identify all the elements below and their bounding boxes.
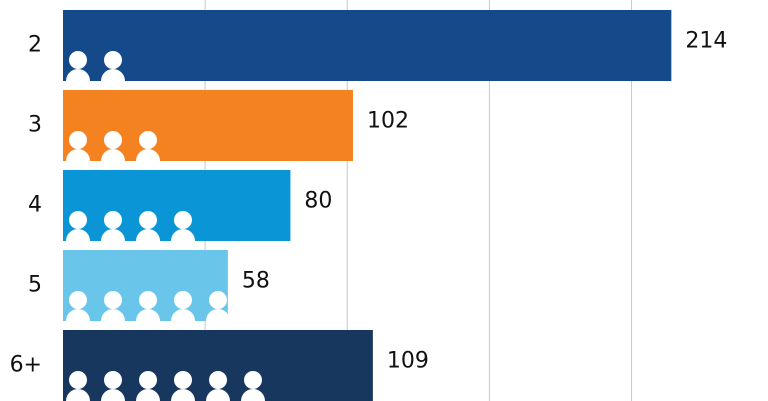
people-icons bbox=[66, 291, 230, 321]
person-body bbox=[136, 389, 160, 401]
person-body bbox=[136, 229, 160, 241]
person-head bbox=[104, 51, 122, 69]
person-head bbox=[139, 371, 157, 389]
value-label: 102 bbox=[367, 109, 409, 134]
person-head bbox=[69, 211, 87, 229]
category-label: 4 bbox=[28, 193, 42, 218]
bar bbox=[63, 10, 672, 81]
category-label: 5 bbox=[28, 273, 42, 298]
value-label: 109 bbox=[387, 349, 429, 374]
person-body bbox=[66, 389, 90, 401]
bar bbox=[63, 170, 291, 241]
people-icons bbox=[66, 371, 265, 401]
person-head bbox=[69, 291, 87, 309]
person-head bbox=[174, 211, 192, 229]
value-label: 58 bbox=[242, 269, 270, 294]
people-icons bbox=[66, 51, 125, 81]
person-body bbox=[206, 389, 230, 401]
person-head bbox=[209, 371, 227, 389]
category-label: 3 bbox=[28, 113, 42, 138]
person-body bbox=[101, 69, 125, 81]
person-head bbox=[104, 291, 122, 309]
person-head bbox=[69, 371, 87, 389]
person-head bbox=[139, 131, 157, 149]
person-body bbox=[101, 149, 125, 161]
bar bbox=[63, 250, 228, 321]
person-head bbox=[209, 291, 227, 309]
person-head bbox=[104, 131, 122, 149]
person-body bbox=[171, 389, 195, 401]
person-head bbox=[139, 291, 157, 309]
person-head bbox=[244, 371, 262, 389]
category-label: 2 bbox=[28, 33, 42, 58]
person-body bbox=[241, 389, 265, 401]
person-body bbox=[171, 229, 195, 241]
people-icons bbox=[66, 131, 160, 161]
category-label: 6+ bbox=[10, 353, 42, 378]
person-body bbox=[66, 309, 90, 321]
person-body bbox=[136, 309, 160, 321]
person-head bbox=[69, 51, 87, 69]
person-head bbox=[174, 371, 192, 389]
person-body bbox=[206, 309, 230, 321]
person-body bbox=[101, 309, 125, 321]
person-head bbox=[104, 211, 122, 229]
person-body bbox=[66, 69, 90, 81]
value-label: 80 bbox=[304, 189, 332, 214]
person-body bbox=[101, 389, 125, 401]
bar bbox=[63, 90, 353, 161]
person-body bbox=[136, 149, 160, 161]
person-body bbox=[101, 229, 125, 241]
person-body bbox=[66, 149, 90, 161]
person-body bbox=[66, 229, 90, 241]
value-label: 214 bbox=[685, 29, 727, 54]
people-icons bbox=[66, 211, 195, 241]
person-head bbox=[69, 131, 87, 149]
person-body bbox=[171, 309, 195, 321]
person-head bbox=[174, 291, 192, 309]
person-head bbox=[104, 371, 122, 389]
person-head bbox=[139, 211, 157, 229]
